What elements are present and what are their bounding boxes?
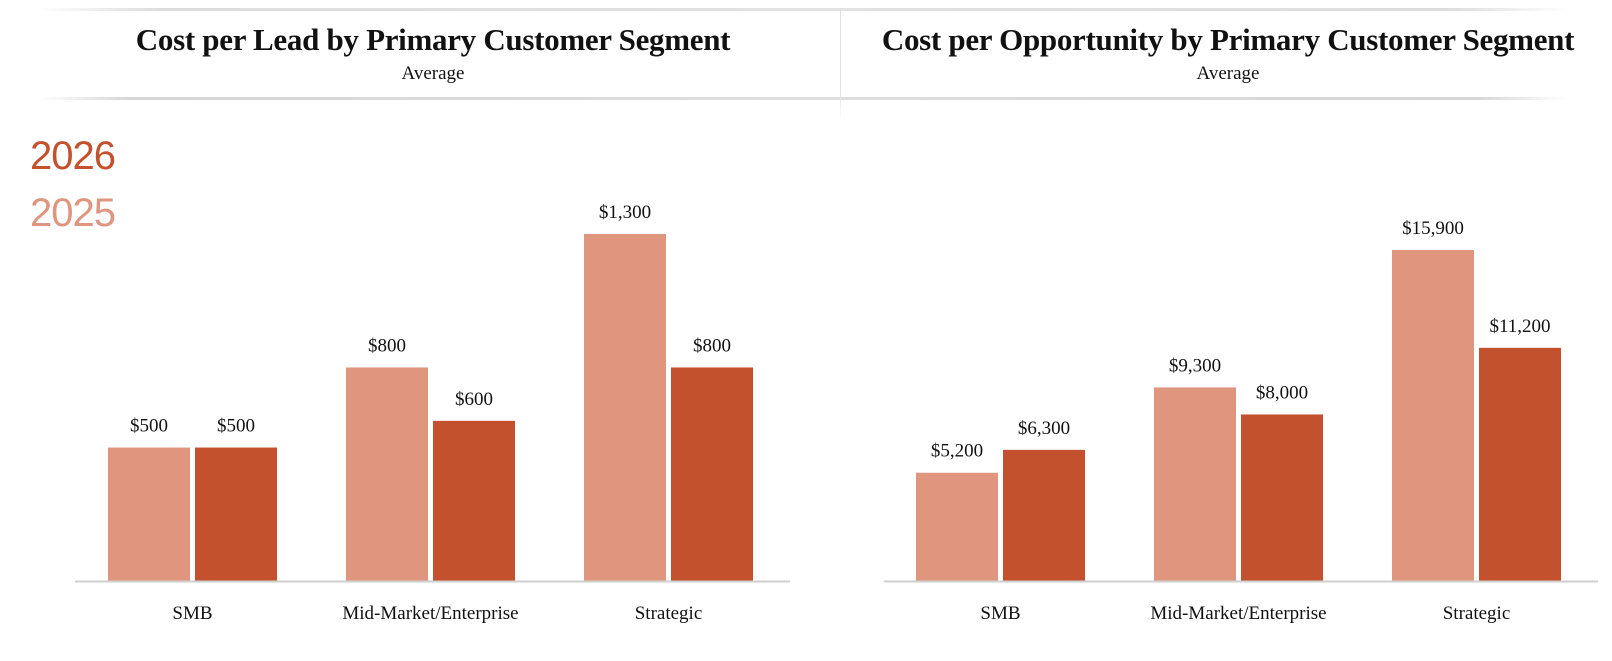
bar-2026-smb — [195, 447, 277, 581]
bar-2025-mid-market-enterprise — [346, 367, 428, 581]
data-label-2026-smb: $500 — [217, 416, 255, 437]
chart-title-cost-per-lead: Cost per Lead by Primary Customer Segmen… — [135, 22, 731, 57]
bar-2025-smb — [916, 472, 998, 581]
data-label-2025-mid-market-enterprise: $800 — [368, 335, 406, 356]
legend-item-2026: 2026 — [30, 134, 116, 178]
category-label-strategic: Strategic — [1443, 603, 1511, 624]
bar-2026-mid-market-enterprise — [433, 420, 515, 581]
bar-2025-smb — [108, 447, 190, 581]
bar-2025-strategic — [1392, 250, 1474, 581]
chart-title-cost-per-opportunity: Cost per Opportunity by Primary Customer… — [881, 22, 1575, 57]
category-label-strategic: Strategic — [635, 603, 703, 624]
header-top-rule — [38, 8, 1568, 11]
data-label-2025-strategic: $15,900 — [1402, 218, 1464, 239]
chart-subtitle-cost-per-opportunity: Average — [1196, 63, 1260, 84]
chart-subtitle-cost-per-lead: Average — [401, 63, 465, 84]
panel-divider — [840, 8, 841, 120]
data-label-2026-strategic: $800 — [693, 335, 731, 356]
data-label-2025-smb: $5,200 — [931, 441, 983, 462]
data-label-2026-mid-market-enterprise: $8,000 — [1256, 382, 1308, 403]
data-label-2026-mid-market-enterprise: $600 — [455, 389, 493, 410]
data-label-2026-strategic: $11,200 — [1489, 316, 1550, 337]
category-label-smb: SMB — [980, 603, 1020, 624]
bar-2026-mid-market-enterprise — [1241, 414, 1323, 581]
category-label-mid-market-enterprise: Mid-Market/Enterprise — [342, 603, 518, 624]
header-bottom-rule — [38, 97, 1568, 100]
chart-cost-per-lead: $500 $500 SMB $800 $600 Mid-Market/Enterprise… — [75, 202, 790, 624]
bar-2026-strategic — [1479, 347, 1561, 581]
data-label-2025-strategic: $1,300 — [599, 202, 651, 223]
chart-cost-per-opportunity: $5,200 $6,300 SMB $9,300 $8,000 Mid-Market/En… — [884, 218, 1598, 624]
bar-2026-strategic — [671, 367, 753, 581]
data-label-2026-smb: $6,300 — [1018, 418, 1070, 439]
bar-2025-mid-market-enterprise — [1154, 387, 1236, 581]
category-label-mid-market-enterprise: Mid-Market/Enterprise — [1150, 603, 1326, 624]
category-label-smb: SMB — [172, 603, 212, 624]
legend-item-2025: 2025 — [30, 191, 116, 235]
bar-2026-smb — [1003, 449, 1085, 581]
data-label-2025-mid-market-enterprise: $9,300 — [1169, 355, 1221, 376]
bar-2025-strategic — [584, 234, 666, 581]
data-label-2025-smb: $500 — [130, 416, 168, 437]
